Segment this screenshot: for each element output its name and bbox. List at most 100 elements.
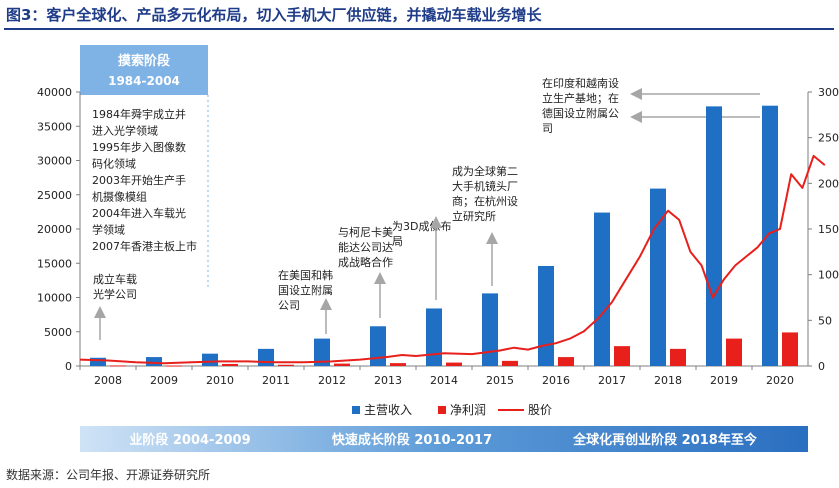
y-left-tick-label: 10000: [37, 292, 72, 305]
phase-global: 全球化再创业阶段 2018年至今: [572, 432, 758, 448]
y-left-tick-label: 40000: [37, 86, 72, 99]
annotation-text: 能达公司达: [338, 240, 393, 254]
bar-revenue: [90, 357, 106, 366]
bar-profit: [558, 357, 574, 366]
annotation-text: 与柯尼卡美: [338, 226, 393, 239]
y-left-tick-label: 20000: [37, 223, 72, 236]
bar-revenue: [146, 357, 162, 366]
x-tick-label: 2015: [486, 374, 514, 387]
x-tick-label: 2019: [710, 374, 738, 387]
bar-revenue: [258, 348, 274, 366]
bar-revenue: [706, 106, 722, 366]
early-note-line: 2003年开始生产手: [92, 173, 186, 187]
x-tick-label: 2009: [150, 374, 178, 387]
bar-revenue: [426, 308, 442, 366]
y-right-tick-label: 100: [818, 269, 839, 282]
early-note-line: 2004年进入车载光: [92, 206, 186, 220]
annotation-text: 局: [392, 235, 403, 248]
early-note-line: 学领域: [92, 223, 125, 237]
early-note-line: 1995年步入图像数: [92, 140, 186, 154]
bar-profit: [222, 363, 238, 366]
legend-label-revenue: 主营收入: [364, 403, 412, 417]
y-left-tick-label: 30000: [37, 155, 72, 168]
legend-swatch-profit: [438, 406, 446, 414]
title-rule: [4, 28, 834, 30]
annotation-text: 成立车载: [93, 272, 137, 286]
y-left-tick-label: 15000: [37, 257, 72, 270]
bar-profit: [782, 332, 798, 366]
x-tick-label: 2010: [206, 374, 234, 387]
legend-swatch-revenue: [352, 406, 360, 414]
bar-profit: [110, 365, 126, 367]
bar-revenue: [594, 212, 610, 366]
annotation-text: 成战略合作: [338, 255, 393, 269]
x-tick-label: 2017: [598, 374, 626, 387]
x-tick-label: 2013: [374, 374, 402, 387]
bar-revenue: [370, 326, 386, 366]
annotation-text: 商；在杭州设: [452, 194, 518, 208]
bars: [90, 105, 798, 367]
annotation-text: 大手机镜头厂: [452, 179, 518, 193]
bar-profit: [446, 362, 462, 366]
bar-profit: [502, 360, 518, 366]
bar-profit: [726, 338, 742, 366]
y-right-tick-label: 150: [818, 223, 839, 236]
phase-startup: 业阶段 2004-2009: [129, 432, 250, 448]
early-note-line: 机摄像模组: [92, 190, 147, 204]
x-tick-label: 2012: [318, 374, 346, 387]
bar-revenue: [538, 265, 554, 366]
annotation-text: 公司: [278, 299, 300, 312]
bar-profit: [614, 346, 630, 366]
phase-bar: [80, 426, 808, 452]
x-tick-label: 2008: [94, 374, 122, 387]
bar-profit: [278, 364, 294, 366]
x-tick-label: 2016: [542, 374, 570, 387]
annotation-text: 立生产基地；在: [542, 91, 619, 105]
figure-title: 图3：客户全球化、产品多元化布局，切入手机大厂供应链，并撬动车载业务增长: [6, 6, 542, 24]
x-tick-label: 2011: [262, 374, 290, 387]
source-note: 数据来源：公司年报、开源证券研究所: [6, 468, 211, 482]
bar-profit: [334, 363, 350, 366]
price-line: [79, 154, 826, 365]
stage-box-years: 1984-2004: [108, 74, 180, 88]
bar-profit: [390, 363, 406, 366]
bar-revenue: [482, 293, 498, 366]
y-right-tick-label: 200: [818, 177, 839, 190]
price-series-line: [79, 154, 826, 365]
y-right-tick-label: 50: [818, 314, 832, 327]
early-note-line: 进入光学领域: [92, 124, 158, 138]
early-note-line: 2007年香港主板上市: [92, 239, 197, 253]
bar-revenue: [314, 338, 330, 366]
x-tick-label: 2018: [654, 374, 682, 387]
y-right-tick-label: 0: [818, 360, 825, 373]
bar-profit: [166, 365, 182, 367]
annotation-text: 司: [542, 122, 553, 135]
early-note-line: 1984年舜宇成立并: [92, 107, 186, 121]
phase-growth: 快速成长阶段 2010-2017: [332, 432, 492, 448]
bar-revenue: [650, 188, 666, 366]
annotation-text: 德国设立附属公: [542, 106, 619, 120]
annotation-text: 立研究所: [452, 209, 496, 223]
y-left-tick-label: 25000: [37, 189, 72, 202]
stage-box-title: 摸索阶段: [118, 53, 170, 69]
y-right-tick-label: 250: [818, 132, 839, 145]
x-tick-label: 2014: [430, 374, 458, 387]
legend: 主营收入 净利润 股价: [352, 403, 552, 417]
y-right-tick-label: 300: [818, 86, 839, 99]
early-note-line: 码化领域: [92, 157, 136, 171]
bar-revenue: [202, 353, 218, 366]
y-left-tick-label: 35000: [37, 120, 72, 133]
annotation-text: 在美国和韩: [278, 268, 333, 282]
bar-profit: [670, 348, 686, 366]
axes: 0 5000 10000 15000 20000 25000 30000 35000 40000…: [37, 86, 839, 387]
y-left-tick-label: 0: [65, 360, 72, 373]
legend-label-profit: 净利润: [450, 403, 486, 417]
annotation-text: 光学公司: [93, 287, 137, 301]
annotation-text: 为3D成像布: [392, 220, 451, 233]
stage-box: [80, 45, 208, 95]
legend-label-price: 股价: [528, 403, 552, 417]
